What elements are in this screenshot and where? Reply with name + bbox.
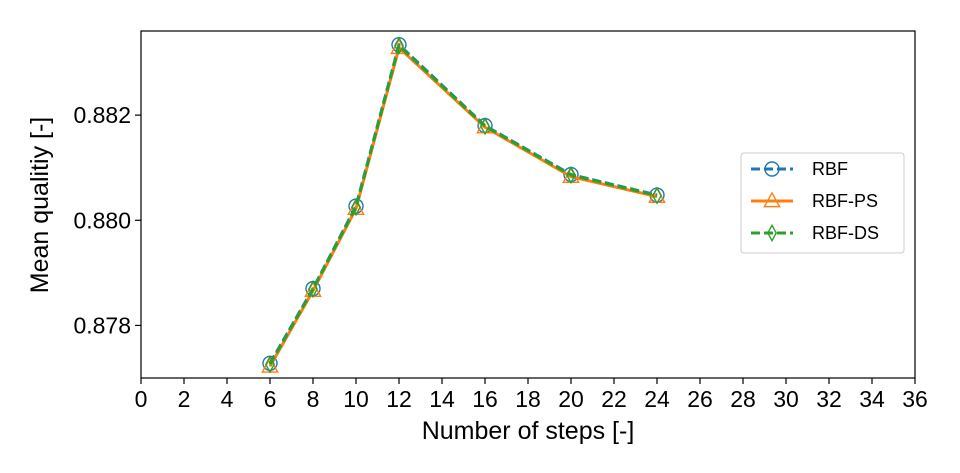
legend-box (740, 152, 905, 254)
x-tick-label: 16 (472, 386, 498, 412)
y-axis-ticks: 0.878 0.880 0.882 (73, 102, 141, 338)
x-tick-label: 20 (558, 386, 584, 412)
x-tick-label: 18 (515, 386, 541, 412)
x-tick-label: 24 (644, 386, 670, 412)
x-tick-label: 8 (307, 386, 320, 412)
x-tick-label: 4 (221, 386, 234, 412)
x-tick-label: 28 (730, 386, 756, 412)
y-tick-label: 0.880 (73, 207, 131, 233)
y-axis-label: Mean qualitiy [-] (26, 117, 54, 293)
x-tick-label: 36 (902, 386, 928, 412)
x-tick-label: 26 (687, 386, 713, 412)
x-tick-label: 2 (178, 386, 191, 412)
x-tick-label: 30 (773, 386, 799, 412)
series-line (268, 44, 658, 366)
legend-marker (763, 191, 781, 208)
x-tick-label: 22 (601, 386, 627, 412)
data-point (308, 279, 318, 299)
x-axis-label: Number of steps [-] (422, 417, 635, 445)
data-point (394, 36, 404, 55)
legend-label: RBF-PS (812, 191, 878, 211)
x-tick-label: 0 (135, 386, 148, 412)
data-point (566, 165, 576, 185)
legend-item: RBF (751, 159, 848, 179)
x-tick-label: 34 (859, 386, 885, 412)
legend-marker (764, 161, 780, 177)
legend-label: RBF-DS (812, 223, 879, 243)
legend-label: RBF (812, 159, 848, 179)
series-rbf-ds (265, 36, 662, 374)
x-axis-ticks: 0 2 4 6 8 10 12 14 16 18 20 22 24 26 28 30 32 34 36 (135, 378, 928, 412)
x-tick-label: 10 (343, 386, 369, 412)
data-point (265, 355, 275, 374)
x-tick-label: 14 (429, 386, 455, 412)
y-tick-label: 0.882 (73, 102, 131, 128)
x-tick-label: 32 (816, 386, 842, 412)
x-tick-label: 6 (264, 386, 277, 412)
series-layer (261, 36, 666, 374)
data-point (652, 186, 662, 205)
legend-item: RBF-DS (751, 223, 879, 243)
x-tick-label: 12 (386, 386, 412, 412)
legend-item: RBF-PS (751, 191, 878, 211)
y-tick-label: 0.878 (73, 312, 131, 338)
data-point (480, 117, 490, 136)
data-point (351, 197, 361, 217)
legend: RBF RBF-PS RBF-DS (740, 152, 905, 254)
legend-marker (767, 223, 777, 243)
